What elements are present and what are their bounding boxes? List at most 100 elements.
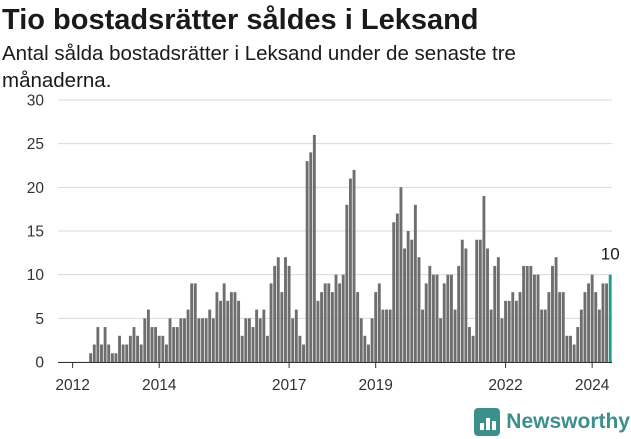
bar — [168, 318, 172, 362]
bar — [338, 283, 342, 362]
bar — [186, 309, 190, 362]
bar — [385, 309, 388, 362]
y-tick-label: 0 — [35, 355, 44, 372]
y-tick-label: 15 — [27, 224, 44, 241]
bar — [442, 283, 446, 362]
bar — [583, 292, 587, 362]
bar — [305, 161, 309, 362]
bar — [569, 335, 572, 362]
bar — [143, 318, 147, 362]
bar — [330, 292, 334, 362]
bar — [348, 178, 352, 362]
bar — [587, 283, 590, 362]
bar — [453, 309, 457, 362]
annotations: 10 — [601, 245, 620, 264]
bar — [489, 309, 493, 362]
chart-title: Tio bostadsrätter såldes i Leksand — [2, 4, 479, 36]
bar — [493, 265, 497, 362]
bar — [532, 274, 536, 362]
bar — [222, 283, 226, 362]
bar — [291, 318, 295, 362]
bar — [561, 292, 565, 362]
bar — [204, 318, 208, 362]
bar — [208, 309, 212, 362]
bar — [312, 134, 316, 362]
bar — [377, 283, 381, 362]
x-tick-label: 2012 — [55, 377, 89, 394]
bar — [374, 292, 378, 362]
bar — [558, 292, 562, 362]
bar — [601, 283, 605, 362]
bar — [511, 292, 515, 362]
bar — [547, 292, 551, 362]
bar — [450, 274, 453, 362]
bar — [96, 327, 100, 362]
bar — [240, 335, 244, 362]
bar — [363, 335, 367, 362]
bar — [139, 344, 143, 362]
bar — [107, 344, 111, 362]
bar — [551, 265, 554, 362]
bar — [226, 300, 230, 362]
bar — [302, 344, 305, 362]
bar — [258, 318, 262, 362]
bar — [464, 248, 468, 362]
bar — [536, 274, 540, 362]
newsworthy-brand: Newsworthy — [474, 406, 630, 438]
bar — [518, 292, 522, 362]
bar — [247, 318, 251, 362]
bar — [579, 309, 583, 362]
x-axis: 2012 2014 2017 2019 2022 2024 — [55, 362, 612, 394]
x-tick-label: 2022 — [488, 377, 522, 394]
bars — [89, 134, 612, 362]
bar — [262, 309, 266, 362]
bar — [421, 309, 425, 362]
bar — [424, 283, 428, 362]
bar — [576, 327, 580, 362]
bar — [446, 274, 450, 362]
bar — [183, 318, 186, 362]
bar — [197, 318, 201, 362]
x-tick-label: 2017 — [272, 377, 306, 394]
bar — [164, 344, 168, 362]
bar — [605, 283, 609, 362]
bar — [460, 239, 464, 362]
bar — [121, 344, 125, 362]
bar — [435, 274, 439, 362]
bar — [251, 327, 255, 362]
bar — [500, 318, 504, 362]
bar — [359, 318, 363, 362]
bar — [193, 283, 197, 362]
bar — [504, 300, 508, 362]
y-tick-label: 5 — [35, 311, 44, 328]
bar — [100, 344, 103, 362]
bar — [114, 353, 118, 362]
bar — [417, 257, 421, 362]
bar — [514, 300, 518, 362]
bar — [543, 309, 547, 362]
bar — [273, 265, 277, 362]
bar — [478, 239, 482, 362]
bar — [269, 283, 273, 362]
bar — [323, 283, 327, 362]
bar — [554, 257, 558, 362]
highlight-value-label: 10 — [601, 245, 620, 264]
bar — [428, 265, 432, 362]
bar — [157, 335, 161, 362]
bar — [294, 309, 298, 362]
newsworthy-logo-icon — [474, 408, 501, 436]
bar — [154, 327, 158, 362]
bar — [255, 309, 259, 362]
bar — [125, 344, 129, 362]
bar — [316, 300, 320, 362]
y-axis-ticks: 0 5 10 15 20 25 30 — [27, 93, 45, 372]
bar — [496, 257, 500, 362]
x-tick-label: 2014 — [142, 377, 177, 394]
bar — [471, 335, 475, 362]
bar — [92, 344, 96, 362]
bar — [565, 335, 569, 362]
y-tick-label: 10 — [27, 267, 45, 284]
bar — [457, 265, 461, 362]
bar — [201, 318, 204, 362]
x-tick-label: 2024 — [575, 377, 610, 394]
